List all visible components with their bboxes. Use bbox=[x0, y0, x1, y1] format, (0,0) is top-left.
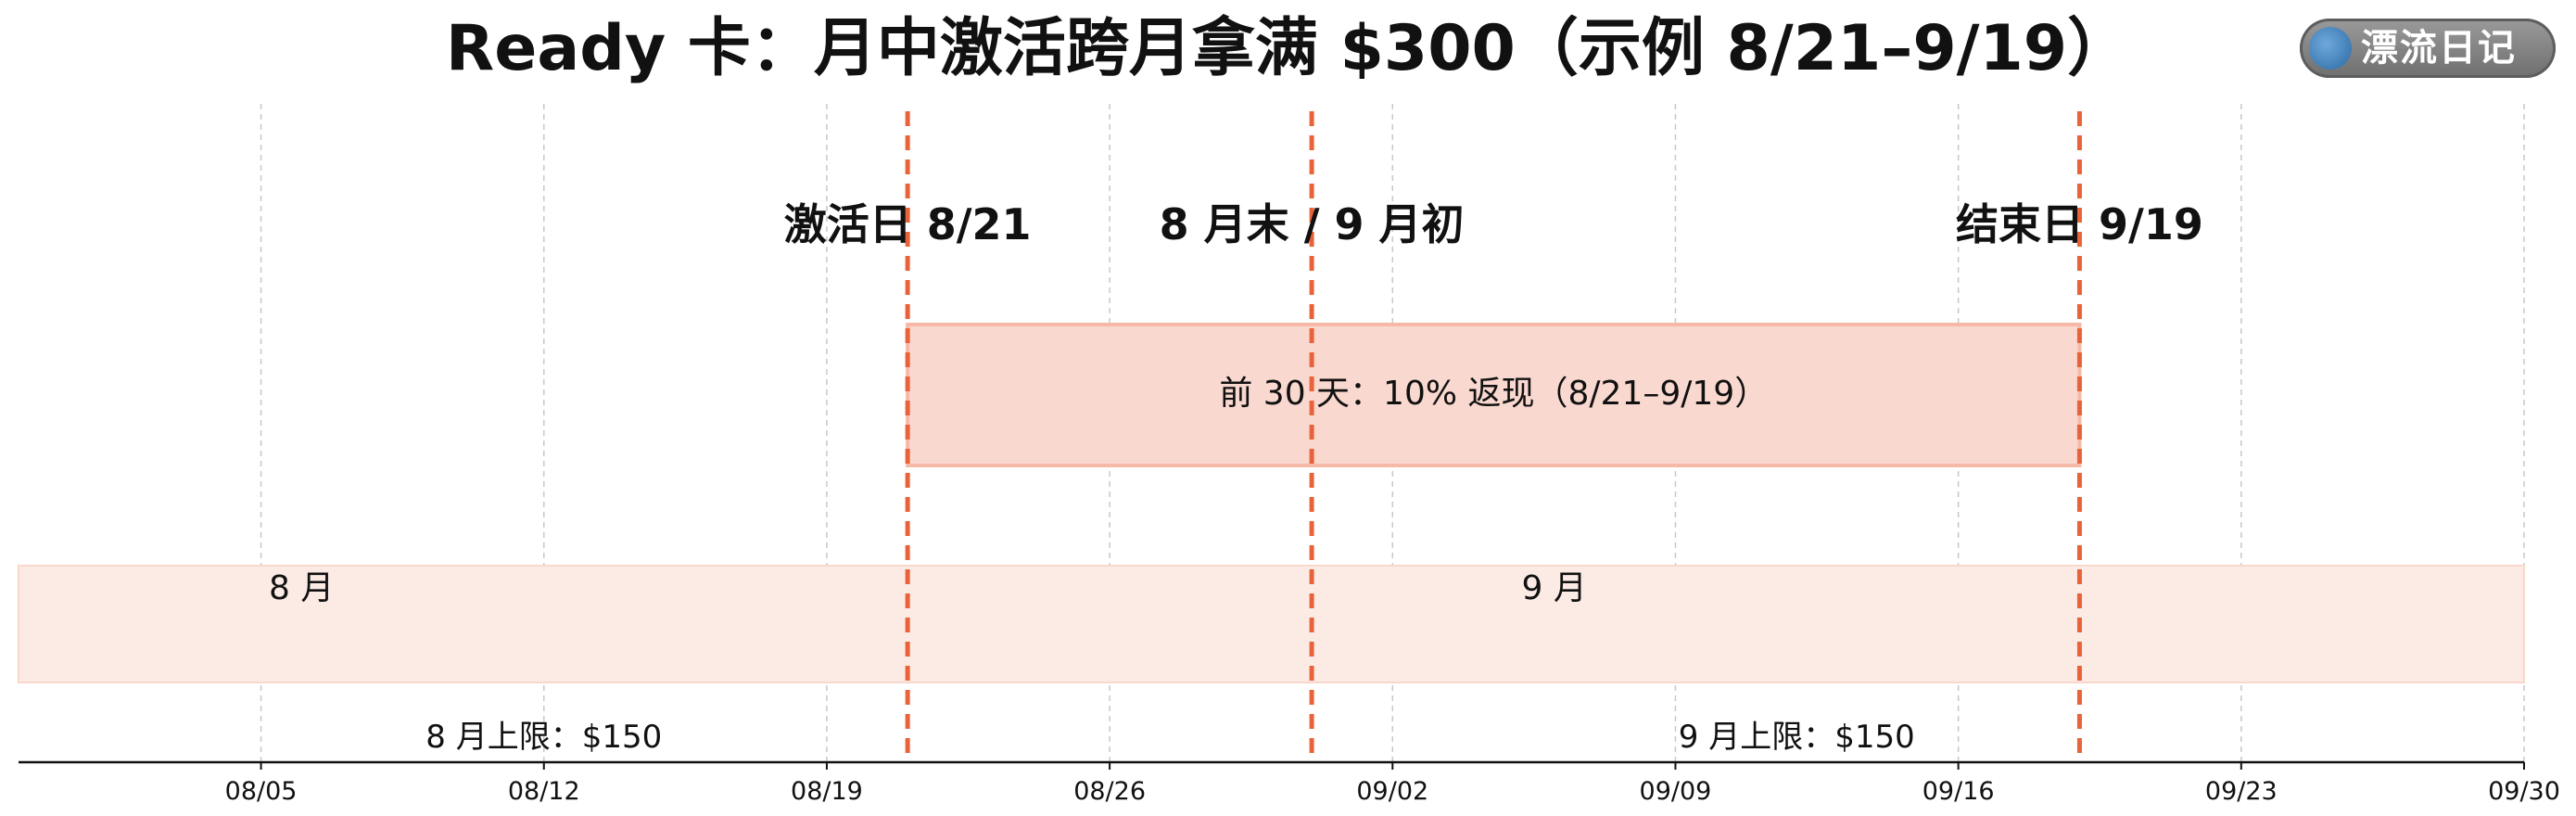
x-tick-label: 09/30 bbox=[2488, 777, 2560, 806]
cashback-band-label: 前 30 天：10% 返现（8/21–9/19） bbox=[1219, 375, 1768, 413]
month-label: 8 月 bbox=[269, 569, 334, 607]
month-band bbox=[18, 565, 2525, 683]
globe-logo-icon bbox=[2309, 27, 2352, 70]
x-tick-label: 08/19 bbox=[791, 777, 863, 806]
x-tick-label: 09/09 bbox=[1640, 777, 1712, 806]
watermark-badge: 漂流日记 bbox=[2300, 19, 2556, 78]
x-tick-label: 09/16 bbox=[1922, 777, 1995, 806]
cashback-band bbox=[906, 323, 2082, 467]
x-tick-label: 09/23 bbox=[2205, 777, 2278, 806]
watermark-text: 漂流日记 bbox=[2361, 27, 2517, 70]
x-tick-label: 08/05 bbox=[225, 777, 298, 806]
marker-label: 8 月末 / 9 月初 bbox=[1160, 199, 1465, 249]
marker-label: 激活日 8/21 bbox=[784, 199, 1032, 249]
month-label: 9 月 bbox=[1521, 569, 1586, 607]
marker-label: 结束日 9/19 bbox=[1956, 199, 2203, 249]
x-tick-label: 09/02 bbox=[1356, 777, 1428, 806]
cap-label: 9 月上限：$150 bbox=[1679, 719, 1915, 756]
cap-label: 8 月上限：$150 bbox=[425, 719, 662, 756]
x-tick-label: 08/12 bbox=[508, 777, 580, 806]
x-tick-label: 08/26 bbox=[1073, 777, 1146, 806]
chart-title: Ready 卡：月中激活跨月拿满 $300（示例 8/21–9/19） bbox=[445, 12, 2131, 85]
